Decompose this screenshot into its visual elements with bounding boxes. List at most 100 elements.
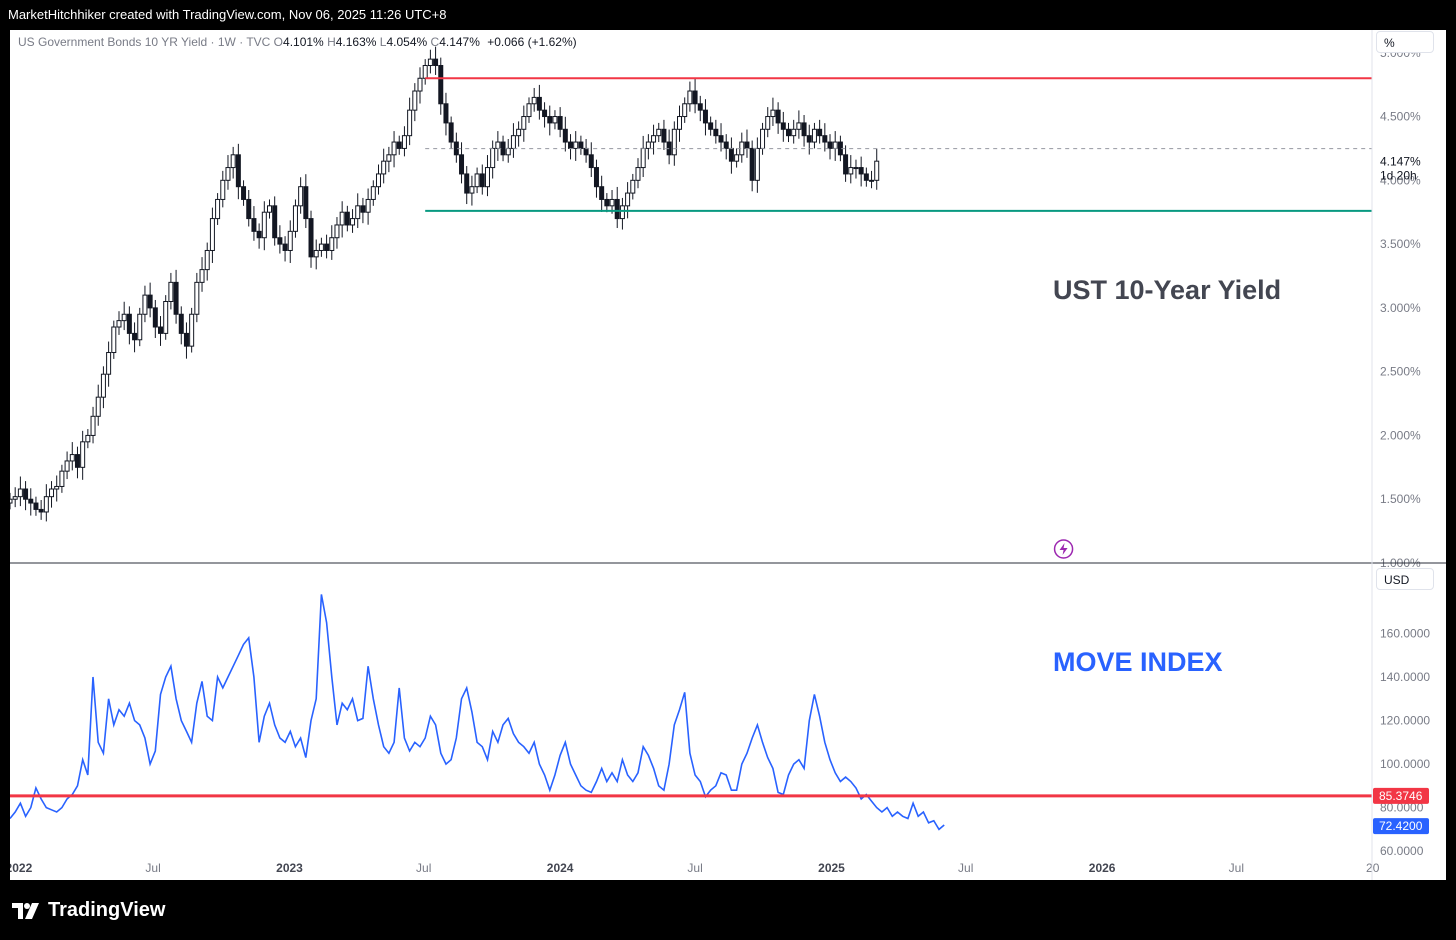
candle-body-up (106, 352, 112, 375)
candle (806, 124, 812, 155)
time-tick-label: 2026 (1089, 861, 1116, 875)
candle (557, 107, 563, 138)
candle-body-up (215, 198, 221, 220)
candle (121, 301, 127, 331)
candle-body-up (10, 498, 13, 504)
candle (43, 484, 49, 522)
candle (350, 209, 356, 233)
candle-body-up (869, 179, 875, 182)
candle (822, 123, 828, 152)
candle-body-up (687, 90, 693, 105)
candle (562, 116, 568, 152)
candle-body-down (614, 198, 620, 220)
candle-body-down (246, 198, 252, 220)
candle-body-up (142, 294, 148, 315)
symbol-legend: US Government Bonds 10 YR Yield · 1W · T… (18, 35, 577, 49)
candle (334, 217, 340, 249)
price-unit-selector[interactable]: % (1376, 31, 1434, 53)
candle-body-up (791, 128, 797, 137)
candle (765, 107, 771, 138)
candle-body-down (562, 128, 568, 143)
candle-body-down (858, 167, 864, 175)
move-pane: 60.0000 80.0000 100.0000 120.0000 140.0000 16… (10, 594, 1430, 858)
candle-body-up (54, 485, 60, 490)
low-label: L (379, 35, 387, 49)
candle-body-up (355, 205, 361, 220)
candle-body-up (671, 128, 677, 156)
candle-body-down (282, 243, 288, 251)
candle (593, 159, 599, 198)
candle-body-down (344, 211, 350, 226)
candle-body-down (723, 141, 729, 149)
price-tick-label: 4.000% (1380, 173, 1421, 187)
candle (33, 496, 39, 516)
candle-body-down (126, 313, 132, 334)
candle (303, 174, 309, 229)
candle (723, 134, 729, 160)
candle-body-up (64, 460, 70, 472)
time-tick-label: 2024 (547, 861, 574, 875)
candle-body-down (74, 454, 80, 468)
candle (464, 166, 470, 205)
candle-body-up (510, 135, 516, 149)
candle-body-up (199, 269, 205, 283)
candle (365, 188, 371, 225)
candle (848, 155, 854, 184)
candle-body-up (386, 154, 392, 162)
candle-body-up (630, 179, 636, 194)
candle-body-up (194, 281, 200, 315)
candle-body-up (17, 488, 23, 498)
chart-panel[interactable]: 1.000% 1.500% 2.000% 2.500% 3.000% 3.500% 4.00… (10, 30, 1446, 880)
candle-body-up (137, 313, 143, 341)
candle-body-down (806, 135, 812, 143)
candle-body-down (464, 173, 470, 194)
candle-body-up (163, 301, 169, 334)
candle-body-up (765, 116, 771, 130)
candle (630, 173, 636, 200)
candle-body-up (469, 186, 475, 194)
candle-body-up (754, 147, 760, 181)
candle-body-down (785, 128, 791, 137)
move-tick-label: 100.0000 (1380, 757, 1430, 771)
candle-body-down (775, 109, 781, 124)
candle-body-down (256, 230, 262, 239)
candle (780, 111, 786, 142)
candle (858, 156, 864, 187)
price-tick-label: 2.500% (1380, 365, 1421, 379)
candle (599, 175, 605, 212)
candle-body-down (843, 154, 849, 175)
candle (189, 307, 195, 353)
candle-body-down (557, 116, 563, 130)
move-tick-label: 160.0000 (1380, 627, 1430, 641)
candle (500, 135, 506, 162)
time-tick-label: Jul (958, 861, 973, 875)
candle (183, 322, 189, 359)
candle (718, 123, 724, 152)
candle (308, 210, 314, 268)
candle (318, 237, 324, 257)
candle (484, 155, 490, 197)
candle-body-down (708, 122, 714, 130)
candle-body-up (189, 313, 195, 347)
lightning-event-icon[interactable] (1053, 539, 1074, 559)
price-tick-label: 3.500% (1380, 237, 1421, 251)
tradingview-logo[interactable]: TradingView (12, 899, 165, 922)
candle (199, 257, 205, 292)
move-unit-selector[interactable]: USD (1376, 568, 1434, 590)
candle-body-up (505, 147, 511, 156)
candle-body-down (500, 141, 506, 156)
price-unit-label: % (1384, 36, 1395, 50)
chart-canvas[interactable]: 1.000%1.500%2.000%2.500%3.000%3.500%4.00… (10, 30, 1446, 880)
candle-body-down (718, 135, 724, 143)
candle-body-down (822, 135, 828, 143)
change-value: +0.066 (+1.62%) (487, 35, 577, 49)
candle (479, 164, 485, 195)
candle (59, 464, 65, 493)
symbol-name[interactable]: US Government Bonds 10 YR Yield · 1W · T… (18, 35, 271, 49)
candle-body-up (85, 434, 91, 443)
candle-body-up (427, 58, 433, 67)
candle (422, 59, 428, 85)
candle-body-down (178, 313, 184, 334)
time-tick-label: Jul (416, 861, 431, 875)
candle (396, 135, 402, 155)
